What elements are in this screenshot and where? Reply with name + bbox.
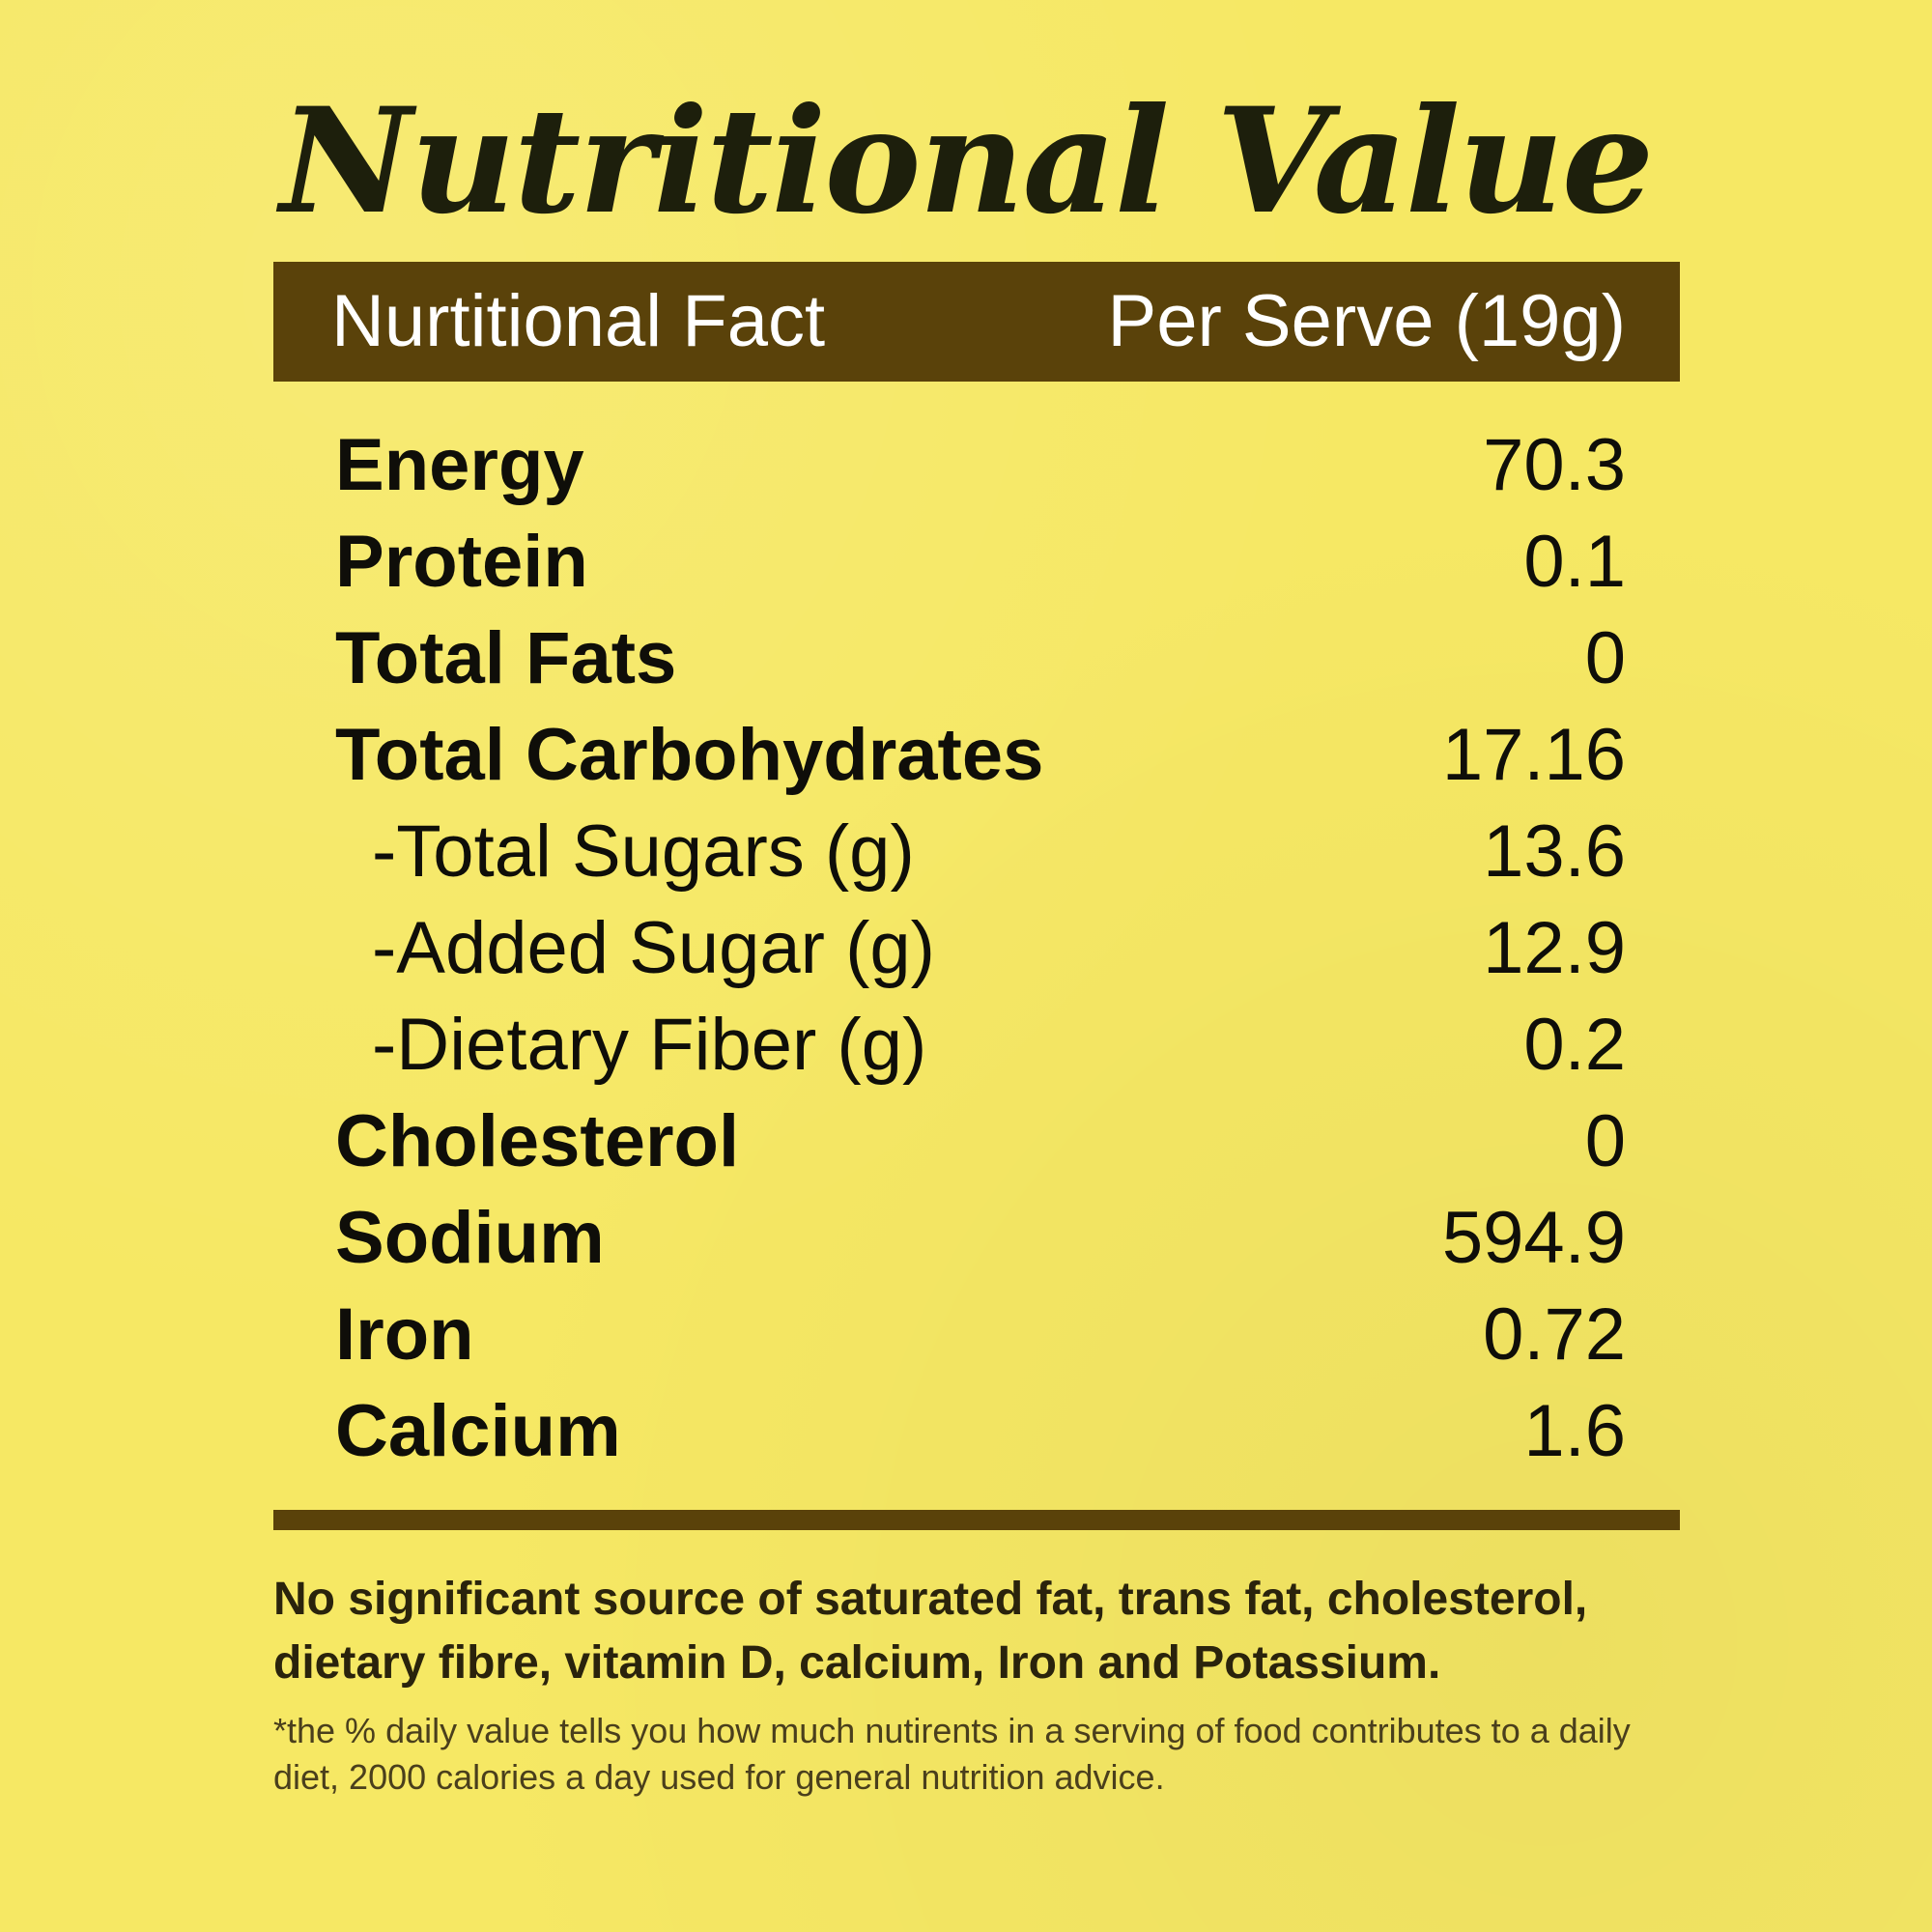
row-label: -Added Sugar (g) <box>372 907 935 989</box>
row-value: 12.9 <box>1483 907 1626 989</box>
row-value: 594.9 <box>1441 1197 1626 1279</box>
page-title: Nutritional Value <box>279 76 1655 246</box>
table-row: -Added Sugar (g) 12.9 <box>335 900 1626 997</box>
row-label: Iron <box>335 1293 474 1376</box>
table-row: Calcium 1.6 <box>335 1383 1626 1480</box>
row-value: 13.6 <box>1483 810 1626 893</box>
row-label: Protein <box>335 521 588 603</box>
table-row: Iron 0.72 <box>335 1287 1626 1383</box>
row-value: 17.16 <box>1441 714 1626 796</box>
daily-value-footnote: *the % daily value tells you how much nu… <box>273 1711 1631 1797</box>
table-row: -Total Sugars (g) 13.6 <box>335 804 1626 900</box>
row-value: 0.2 <box>1523 1004 1626 1086</box>
table-row: Total Carbohydrates 17.16 <box>335 707 1626 804</box>
table-row: Sodium 594.9 <box>335 1190 1626 1287</box>
row-label: Cholesterol <box>335 1100 740 1182</box>
table-row: -Dietary Fiber (g) 0.2 <box>335 997 1626 1094</box>
table-divider <box>273 1510 1680 1530</box>
row-label: Total Carbohydrates <box>335 714 1044 796</box>
row-label: Calcium <box>335 1390 621 1472</box>
row-value: 70.3 <box>1483 424 1626 506</box>
table-row: Energy 70.3 <box>335 417 1626 514</box>
row-label: Sodium <box>335 1197 605 1279</box>
header-per-serve: Per Serve (19g) <box>1107 280 1626 362</box>
table-row: Total Fats 0 <box>335 611 1626 707</box>
row-value: 0 <box>1584 1100 1626 1182</box>
row-value: 0.1 <box>1523 521 1626 603</box>
row-label: -Dietary Fiber (g) <box>372 1004 927 1086</box>
nutrition-rows: Energy 70.3 Protein 0.1 Total Fats 0 Tot… <box>335 417 1626 1480</box>
header-nutritional-fact: Nurtitional Fact <box>331 280 826 362</box>
table-row: Cholesterol 0 <box>335 1094 1626 1190</box>
table-row: Protein 0.1 <box>335 514 1626 611</box>
significant-source-note: No significant source of saturated fat, … <box>273 1574 1588 1689</box>
row-label: Total Fats <box>335 617 677 699</box>
row-value: 0.72 <box>1483 1293 1626 1376</box>
row-label: Energy <box>335 424 584 506</box>
row-value: 0 <box>1584 617 1626 699</box>
row-label: -Total Sugars (g) <box>372 810 915 893</box>
row-value: 1.6 <box>1523 1390 1626 1472</box>
table-header: Nurtitional Fact Per Serve (19g) <box>273 262 1680 382</box>
